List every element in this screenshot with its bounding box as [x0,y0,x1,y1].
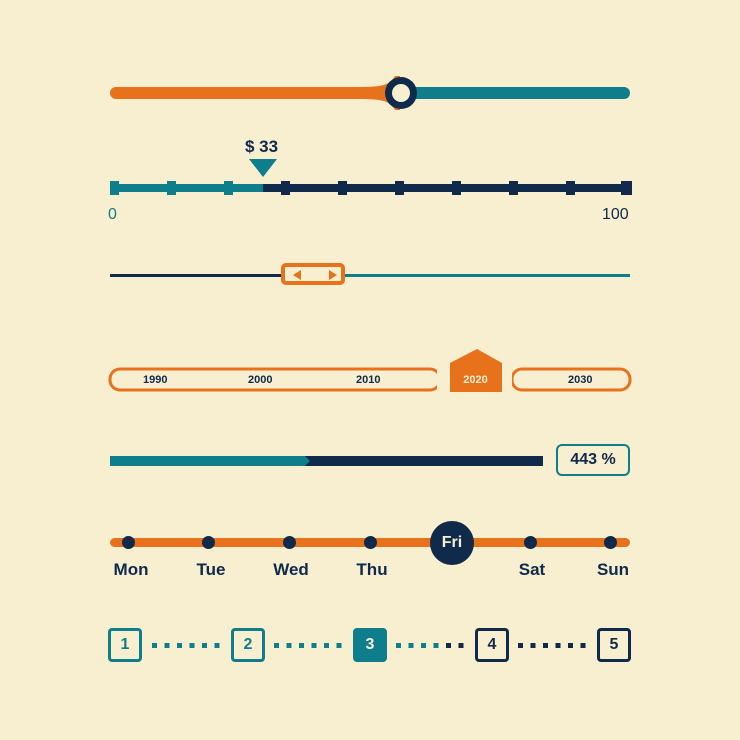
arrow-left-icon [293,270,301,280]
progress-percent-badge: 443 % [556,444,630,476]
weekday-label-tue[interactable]: Tue [196,560,226,579]
step-connector-dot [214,643,220,648]
slider-1-filled-track[interactable] [110,87,400,99]
year-label[interactable]: 2000 [248,374,273,386]
step-connector-dot [311,643,317,648]
step-connector-dot [274,643,279,648]
year-selected-label[interactable]: 2020 [463,374,488,386]
weekday-label-wed[interactable]: Wed [273,560,309,579]
step-connector-dot [336,643,342,648]
step-connector-dot [286,643,292,648]
progress-remaining [305,456,543,466]
step-connector-dot [164,643,170,648]
price-pointer-icon [249,159,277,177]
price-slider-tick [338,181,347,195]
slider-3-left-track[interactable] [110,274,285,277]
year-selected-marker[interactable] [450,349,502,392]
step-connector-dot [555,643,561,648]
price-slider-ticks [110,181,632,195]
price-slider-empty-track[interactable] [263,184,630,192]
year-label[interactable]: 1990 [143,374,168,386]
step-4[interactable]: 4 [475,628,509,662]
price-slider-tick [224,181,233,195]
weekday-label-mon[interactable]: Mon [113,560,149,579]
price-slider-tick [167,181,176,195]
year-label[interactable]: 2030 [568,374,593,386]
weekday-label-sun[interactable]: Sun [596,560,630,579]
step-connector-dot [299,643,304,648]
step-connector-dot [433,643,439,648]
step-connector-dot [177,643,182,648]
step-3-active[interactable]: 3 [353,628,387,662]
arrow-right-icon [329,270,337,280]
step-1[interactable]: 1 [108,628,142,662]
weekday-dot-tue[interactable] [202,536,215,549]
step-connector-dot [421,643,426,648]
price-value-label: $ 33 [245,137,279,156]
step-connector-dot [518,643,523,648]
step-connector-dot [408,643,414,648]
year-label[interactable]: 2010 [356,374,381,386]
slider-3-right-track[interactable] [345,274,630,277]
price-slider-tick [281,181,290,195]
step-connector-dot [446,643,451,648]
price-slider-tick [110,181,119,195]
step-connector-dot [580,643,586,648]
weekday-label-thu[interactable]: Thu [356,560,388,579]
step-connector-dot [202,643,207,648]
year-timeline[interactable] [100,345,640,400]
step-5[interactable]: 5 [597,628,631,662]
progress-arrow-icon [295,456,310,466]
step-connector-dot [530,643,536,648]
step-connectors [152,643,586,648]
weekday-dot-sun[interactable] [604,536,617,549]
weekday-selected[interactable]: Fri [430,521,474,565]
step-connector-dot [396,643,401,648]
weekday-dot-mon[interactable] [122,536,135,549]
step-connector-dot [543,643,548,648]
price-slider-filled-track[interactable] [110,184,263,192]
price-min-label: 0 [108,206,117,223]
price-slider-tick [395,181,404,195]
step-2[interactable]: 2 [231,628,265,662]
price-slider[interactable] [100,130,640,200]
weekday-dot-sat[interactable] [524,536,537,549]
weekday-label-sat[interactable]: Sat [518,560,546,579]
step-connector-dot [189,643,195,648]
step-connector-dot [324,643,329,648]
price-slider-tick [621,181,630,195]
weekday-dot-thu[interactable] [364,536,377,549]
progress-filled [110,456,305,466]
slider-1-thumb[interactable] [340,68,430,118]
step-connector-dot [152,643,157,648]
weekday-dot-wed[interactable] [283,536,296,549]
price-max-label: 100 [602,206,629,223]
step-connector-dot [568,643,573,648]
slider-1-thumb-center [392,84,410,102]
slider-3-handle[interactable] [281,263,345,285]
price-slider-tick [452,181,461,195]
step-connector-dot [458,643,464,648]
price-slider-tick [509,181,518,195]
price-slider-tick [566,181,575,195]
slider-1-empty-track[interactable] [400,87,630,99]
